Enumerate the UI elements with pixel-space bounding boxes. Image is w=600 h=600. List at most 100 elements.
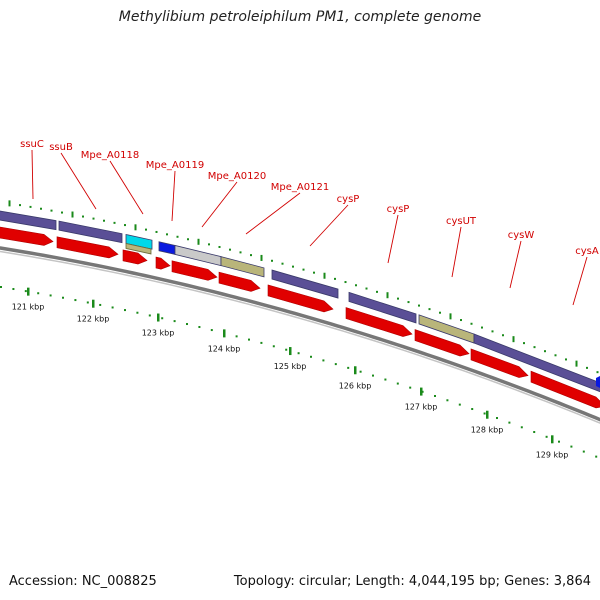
gene-label: cysA [575, 246, 599, 257]
scale-tick [458, 403, 461, 406]
scale-tick [508, 421, 511, 424]
cog-feature-sub [125, 242, 152, 255]
cog-feature-6 [220, 256, 265, 278]
outer-tick [565, 358, 567, 361]
scale-tick [198, 326, 201, 329]
outer-tick [134, 224, 137, 231]
scale-tick [148, 314, 151, 317]
outer-tick [460, 319, 462, 322]
outer-tick [61, 211, 63, 214]
outer-tick [103, 219, 105, 222]
scale-tick [86, 301, 89, 304]
gene-label: cysP [387, 204, 410, 215]
gene-label: Mpe_A0119 [146, 160, 204, 171]
cds-arrow-5 [171, 260, 218, 281]
gene-label: Mpe_A0121 [271, 182, 329, 193]
outer-tick [470, 322, 473, 325]
scale-label: 125 kbp [274, 362, 307, 371]
scale-tick [334, 363, 337, 366]
outer-tick [113, 221, 116, 224]
scale-tick [285, 348, 288, 351]
outer-tick [523, 342, 525, 345]
gene-label: Mpe_A0120 [208, 171, 266, 182]
outer-tick [281, 262, 284, 265]
scale-tick [12, 288, 15, 291]
outer-tick [334, 277, 336, 280]
outer-tick [92, 217, 95, 220]
outer-tick [376, 290, 378, 293]
scale-major-tick [157, 313, 160, 322]
scale-tick [446, 399, 449, 402]
scale-label: 127 kbp [405, 403, 438, 412]
cog-feature-4 [158, 241, 176, 255]
scale-major-tick [486, 410, 489, 419]
scale-tick [434, 394, 436, 397]
outer-tick [407, 301, 410, 304]
scale-tick [37, 292, 40, 295]
outer-tick [29, 205, 32, 208]
gene-label: cysP [337, 194, 360, 205]
scale-tick [74, 299, 77, 302]
outer-tick [397, 297, 399, 300]
outer-tick [544, 350, 546, 353]
scale-tick [124, 309, 126, 312]
cds-arrow-1 [0, 226, 54, 246]
cog-feature-2 [58, 220, 123, 244]
scale-tick [595, 455, 598, 458]
label-connector-line [451, 226, 462, 278]
scale-tick [396, 382, 399, 385]
cog-feature-10 [473, 333, 600, 393]
scale-major-tick [420, 387, 423, 396]
label-connector-line [171, 170, 176, 222]
outer-tick [176, 235, 179, 238]
scale-tick [558, 440, 560, 443]
cds-arrow-8 [345, 307, 413, 337]
label-connector-line [245, 192, 301, 235]
label-connector-line [509, 240, 522, 289]
outer-tick [197, 238, 200, 245]
outer-tick [250, 254, 252, 257]
outer-tick [313, 271, 315, 274]
scale-tick [186, 323, 188, 326]
gene-label: ssuC [20, 139, 44, 150]
scale-tick [235, 335, 238, 338]
scale-tick [272, 345, 275, 348]
outer-tick [260, 254, 263, 261]
scale-major-tick [289, 347, 292, 356]
scale-tick [111, 306, 114, 309]
cog-feature-7 [271, 269, 339, 299]
edge-feature-marker [596, 376, 600, 388]
outer-tick [124, 224, 126, 227]
scale-tick [136, 311, 139, 314]
outer-tick [82, 215, 84, 218]
outer-tick [229, 248, 231, 251]
outer-tick [355, 284, 357, 287]
scale-tick [0, 286, 2, 288]
scale-tick [49, 294, 52, 297]
scale-tick [99, 303, 102, 306]
outer-tick [40, 207, 42, 210]
scale-tick [322, 359, 325, 362]
scale-label: 122 kbp [77, 315, 110, 324]
cds-arrow-10 [470, 348, 529, 378]
cog-feature-5 [174, 244, 222, 267]
scale-major-tick [27, 287, 30, 296]
scale-label: 124 kbp [208, 344, 241, 353]
scale-tick [471, 408, 474, 411]
scale-major-tick [92, 299, 95, 308]
gene-label: cysUT [446, 216, 477, 227]
cds-arrow-4 [155, 256, 171, 270]
cds-arrow-9 [414, 329, 470, 357]
outer-tick [145, 228, 147, 231]
outer-tick [208, 243, 210, 246]
outer-tick [439, 311, 441, 314]
outer-tick [491, 330, 494, 333]
outer-tick [292, 265, 294, 268]
outer-tick [71, 211, 74, 218]
scale-tick [297, 352, 300, 355]
backbone-line [0, 246, 600, 422]
outer-tick [50, 209, 53, 212]
cds-arrow-2 [56, 236, 119, 259]
scale-tick [533, 431, 536, 434]
